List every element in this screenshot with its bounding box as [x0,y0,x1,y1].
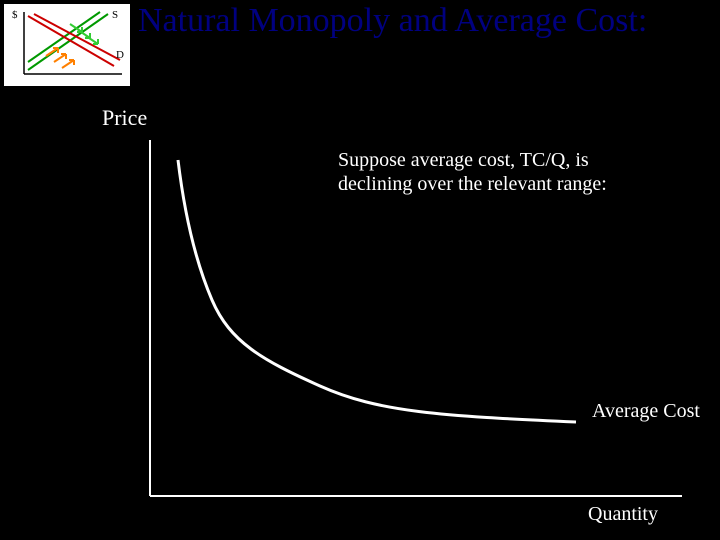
average-cost-curve [178,160,576,422]
main-chart [0,0,720,540]
curve-label: Average Cost [592,400,712,423]
y-axis-label: Price [102,105,147,131]
annotation-text: Suppose average cost, TC/Q, is declining… [338,148,638,197]
x-axis-label: Quantity [588,503,658,526]
